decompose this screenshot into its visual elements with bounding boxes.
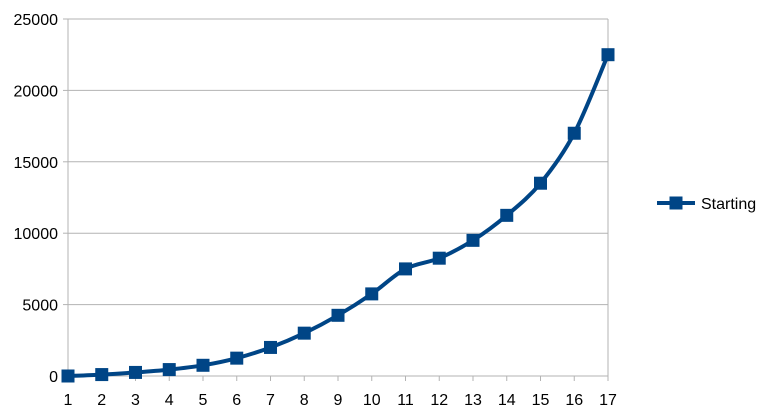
data-point-marker (466, 233, 480, 247)
x-tick-label: 8 (300, 392, 309, 409)
x-tick-label: 1 (64, 392, 73, 409)
x-tick-label: 3 (131, 392, 140, 409)
data-point-marker (601, 48, 615, 62)
x-tick-label: 10 (363, 392, 381, 409)
data-point-marker (196, 358, 210, 372)
data-point-marker (129, 365, 142, 379)
data-point-marker (500, 208, 514, 222)
data-point-marker (297, 326, 311, 340)
gridlines (68, 18, 608, 306)
data-point-marker (534, 176, 547, 190)
x-tick-label: 12 (430, 392, 448, 409)
y-tick-label: 15000 (14, 155, 59, 172)
data-point-marker (432, 251, 446, 265)
data-point-marker (230, 351, 244, 365)
x-tick-labels: 1 2 3 4 5 6 7 8 9 10 11 12 13 14 15 16 17 (64, 392, 617, 409)
data-point-marker (61, 369, 75, 383)
y-tick-label: 25000 (14, 12, 59, 29)
x-tick-label: 7 (266, 392, 275, 409)
x-tick-label: 2 (97, 392, 106, 409)
data-point-marker (264, 340, 277, 354)
x-tick-label: 5 (199, 392, 208, 409)
y-tick-label: 5000 (22, 298, 58, 315)
data-point-marker (365, 287, 379, 301)
legend: Starting (657, 196, 756, 213)
y-tick-labels: 0 5000 10000 15000 20000 25000 (14, 12, 59, 386)
data-point-marker (162, 363, 176, 377)
legend-label: Starting (701, 196, 756, 213)
x-tick-label: 9 (334, 392, 343, 409)
x-tick-label: 4 (165, 392, 174, 409)
data-point-marker (567, 126, 581, 140)
y-tick-label: 10000 (14, 226, 59, 243)
y-tick-label: 20000 (14, 83, 59, 100)
series-markers (61, 48, 615, 383)
x-tick-label: 14 (498, 392, 516, 409)
x-tick-label: 15 (532, 392, 550, 409)
legend-marker-swatch (669, 196, 683, 210)
x-tick-label: 13 (464, 392, 482, 409)
data-point-marker (95, 368, 109, 382)
x-tick-label: 11 (397, 392, 414, 409)
x-tick-label: 6 (232, 392, 241, 409)
data-point-marker (331, 308, 345, 322)
x-tick-label: 16 (565, 392, 583, 409)
axes (63, 18, 609, 381)
x-tick-label: 17 (599, 392, 617, 409)
data-point-marker (399, 262, 412, 276)
series-line (66, 52, 610, 378)
series-lines (66, 52, 610, 378)
y-tick-label: 0 (49, 369, 58, 386)
